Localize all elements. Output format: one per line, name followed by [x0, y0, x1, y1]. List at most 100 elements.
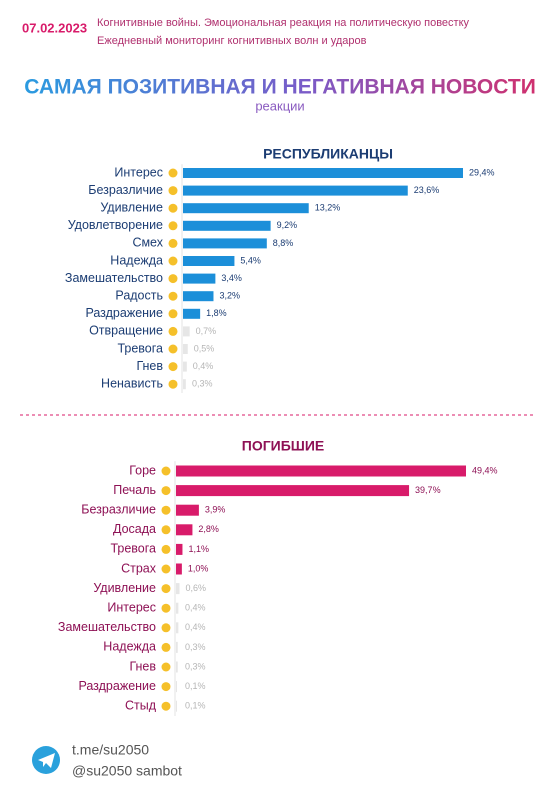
value-label: 3,9% — [205, 505, 226, 515]
bar — [176, 583, 180, 595]
category-label: Замешательство — [65, 271, 163, 285]
emoji-icon — [161, 623, 171, 633]
value-label: 0,1% — [185, 701, 206, 711]
category-label: Стыд — [125, 698, 157, 712]
category-label: Гнев — [129, 659, 156, 673]
chart-title: РЕСПУБЛИКАНЦЫ — [263, 146, 393, 162]
category-label: Раздражение — [78, 679, 156, 693]
value-label: 0,7% — [196, 326, 217, 336]
bar — [183, 220, 271, 231]
telegram-plane — [38, 753, 55, 768]
emoji-icon — [168, 238, 178, 248]
category-label: Удивление — [100, 200, 163, 214]
footer-link[interactable]: t.me/su2050 — [72, 742, 149, 758]
footer-bot: @su2050 sambot — [72, 763, 182, 779]
category-label: Отвращение — [89, 324, 163, 338]
emoji-icon — [161, 466, 171, 476]
bar — [176, 681, 177, 693]
category-label: Смех — [132, 236, 163, 250]
category-label: Удовлетворение — [68, 218, 163, 232]
header-line: Когнитивные войны. Эмоциональная реакция… — [97, 17, 470, 29]
emoji-icon — [161, 603, 171, 613]
emoji-icon — [161, 642, 171, 652]
bar — [183, 256, 235, 266]
value-label: 39,7% — [415, 485, 441, 495]
bar — [176, 504, 199, 516]
emoji-icon — [161, 525, 171, 535]
value-label: 0,5% — [194, 343, 215, 353]
value-label: 13,2% — [315, 203, 341, 213]
bar — [176, 485, 410, 497]
bar — [183, 379, 186, 390]
bar — [183, 308, 201, 319]
bar — [183, 185, 408, 196]
emoji-icon — [168, 326, 178, 336]
header-line: Ежедневный мониторинг когнитивных волн и… — [97, 35, 367, 47]
category-label: Ненависть — [101, 376, 163, 390]
date: 07.02.2023 — [22, 20, 87, 35]
bar — [176, 661, 178, 673]
category-label: Раздражение — [85, 306, 163, 320]
category-label: Безразличие — [88, 183, 163, 197]
value-label: 0,3% — [185, 642, 206, 652]
value-label: 0,4% — [193, 361, 214, 371]
emoji-icon — [168, 168, 178, 178]
value-label: 9,2% — [277, 220, 298, 230]
category-label: Тревога — [117, 341, 163, 355]
value-label: 0,3% — [192, 379, 213, 389]
value-label: 1,0% — [188, 563, 209, 573]
bar — [183, 273, 216, 284]
emoji-icon — [168, 256, 178, 266]
category-label: Печаль — [113, 483, 156, 497]
category-label: Интерес — [107, 600, 156, 614]
value-label: 3,2% — [219, 291, 240, 301]
category-label: Интерес — [114, 165, 163, 179]
category-label: Гнев — [136, 359, 163, 373]
bar — [183, 344, 188, 354]
category-label: Удивление — [93, 581, 156, 595]
category-label: Замешательство — [58, 620, 156, 634]
value-label: 0,1% — [185, 681, 206, 691]
chart-title: ПОГИБШИЕ — [242, 438, 324, 454]
bar — [176, 602, 179, 614]
emoji-icon — [168, 221, 178, 231]
category-label: Досада — [113, 522, 156, 536]
emoji-icon — [161, 486, 171, 496]
value-label: 49,4% — [472, 465, 498, 475]
emoji-icon — [168, 379, 178, 389]
emoji-icon — [168, 344, 178, 354]
value-label: 2,8% — [198, 524, 219, 534]
bar — [183, 238, 267, 249]
category-label: Страх — [121, 561, 157, 575]
emoji-icon — [161, 662, 171, 672]
value-label: 0,6% — [186, 583, 207, 593]
bar — [183, 326, 190, 337]
value-label: 5,4% — [240, 255, 261, 265]
emoji-icon — [168, 203, 178, 213]
emoji-icon — [168, 309, 178, 319]
value-label: 0,4% — [185, 603, 206, 613]
value-label: 3,4% — [221, 273, 242, 283]
value-label: 29,4% — [469, 167, 495, 177]
value-label: 0,4% — [185, 622, 206, 632]
emoji-icon — [161, 505, 171, 515]
value-label: 8,8% — [273, 238, 294, 248]
emoji-icon — [161, 544, 171, 554]
bar — [176, 563, 182, 575]
emoji-icon — [168, 362, 178, 372]
value-label: 1,8% — [206, 308, 227, 318]
bar — [176, 641, 178, 653]
bar — [183, 203, 309, 214]
subtitle: реакции — [255, 98, 304, 113]
emoji-icon — [168, 274, 178, 284]
category-label: Надежда — [103, 640, 156, 654]
emoji-icon — [161, 584, 171, 594]
emoji-icon — [168, 291, 178, 301]
bar — [183, 291, 214, 302]
emoji-icon — [161, 701, 171, 711]
category-label: Горе — [129, 463, 156, 477]
bar — [176, 622, 179, 634]
value-label: 1,1% — [188, 544, 209, 554]
